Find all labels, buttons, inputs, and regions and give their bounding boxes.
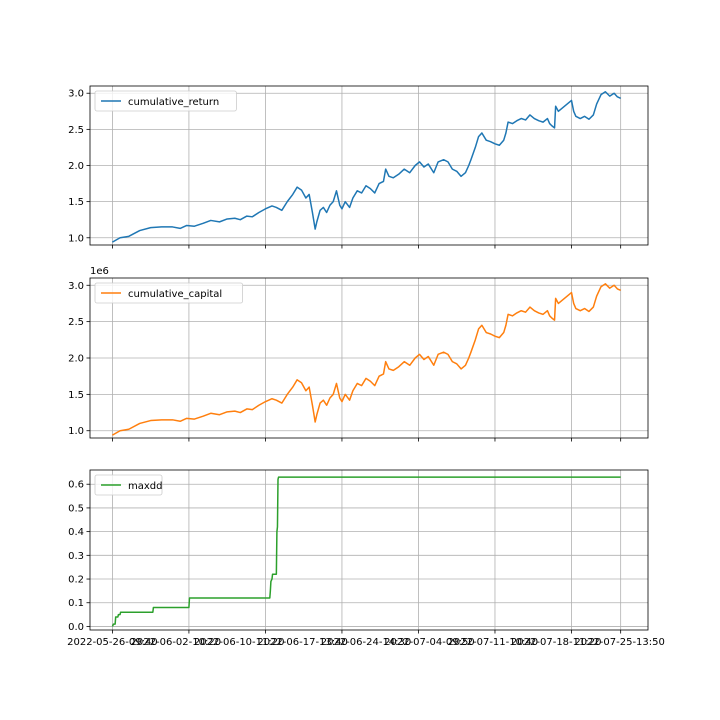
y-tick-label: 3.0	[68, 281, 84, 292]
cumulative-capital-legend: cumulative_capital	[94, 282, 244, 304]
y-tick-label: 3.0	[68, 89, 84, 100]
y-tick-label: 2.0	[68, 161, 84, 172]
x-tick-label: 2022-07-18-11:20	[511, 637, 602, 648]
y-tick-label: 1.5	[68, 390, 84, 401]
cumulative-return-grid	[90, 86, 648, 245]
y-tick-label: 2.5	[68, 317, 84, 328]
legend-box	[94, 282, 244, 304]
y-tick-label: 2.5	[68, 125, 84, 136]
x-tick-label: 2022-06-02-10:20	[131, 637, 222, 648]
y-tick-label: 0.0	[68, 622, 84, 633]
cumulative-return-y-ticks: 1.0 1.5 2.0 2.5 3.0	[68, 89, 90, 244]
y-tick-label: 0.3	[68, 551, 84, 562]
maxdd-x-ticks	[112, 630, 622, 634]
legend-label: maxdd	[128, 481, 162, 492]
cumulative-capital-x-ticks	[112, 438, 622, 442]
y-tick-label: 0.6	[68, 480, 84, 491]
maxdd-y-ticks: 0.0 0.1 0.2 0.3 0.4 0.5 0.6	[68, 480, 90, 633]
y-tick-label: 0.2	[68, 575, 84, 586]
y-tick-label: 1.5	[68, 197, 84, 208]
maxdd-panel: 0.0 0.1 0.2 0.3 0.4 0.5 0.6 maxdd	[68, 469, 649, 634]
cumulative-capital-panel: 1.0 1.5 2.0 2.5 3.0 1e6 cumulative_capital	[68, 266, 649, 442]
cumulative-capital-axes-frame	[89, 277, 649, 439]
maxdd-axes-frame	[89, 469, 649, 631]
y-tick-label: 0.1	[68, 598, 84, 609]
y-tick-label: 0.4	[68, 527, 84, 538]
maxdd-line	[111, 476, 621, 627]
cumulative-return-x-ticks	[112, 245, 622, 249]
cumulative-return-axes-frame	[89, 85, 649, 246]
maxdd-grid	[90, 470, 648, 630]
maxdd-legend: maxdd	[94, 474, 163, 496]
y-tick-label: 2.0	[68, 354, 84, 365]
y-offset-label: 1e6	[90, 266, 109, 277]
y-tick-label: 1.0	[68, 233, 84, 244]
legend-box	[94, 90, 237, 112]
x-tick-label: 2022-07-25-13:50	[574, 637, 665, 648]
x-tick-label: 2022-06-10-11:20	[194, 637, 285, 648]
cumulative-return-line	[112, 91, 621, 243]
legend-box	[94, 474, 163, 496]
cumulative-return-legend: cumulative_return	[94, 90, 237, 112]
x-tick-label: 2022-07-11-10:40	[448, 637, 539, 648]
y-tick-label: 1.0	[68, 426, 84, 437]
x-tick-label: 2022-07-04-09:50	[384, 637, 475, 648]
x-tick-label: 2022-06-17-13:40	[257, 637, 348, 648]
cumulative-capital-line	[112, 283, 621, 436]
cumulative-return-panel: 1.0 1.5 2.0 2.5 3.0 cumulative_return	[68, 85, 649, 249]
legend-label: cumulative_return	[128, 97, 219, 108]
x-tick-label: 2022-05-26-09:40	[67, 637, 158, 648]
legend-label: cumulative_capital	[128, 289, 222, 300]
y-tick-label: 0.5	[68, 503, 84, 514]
cumulative-capital-y-ticks: 1.0 1.5 2.0 2.5 3.0	[68, 281, 90, 437]
x-tick-label: 2022-06-24-14:30	[321, 637, 412, 648]
x-tick-labels: 2022-05-26-09:402022-06-02-10:202022-06-…	[67, 637, 665, 648]
